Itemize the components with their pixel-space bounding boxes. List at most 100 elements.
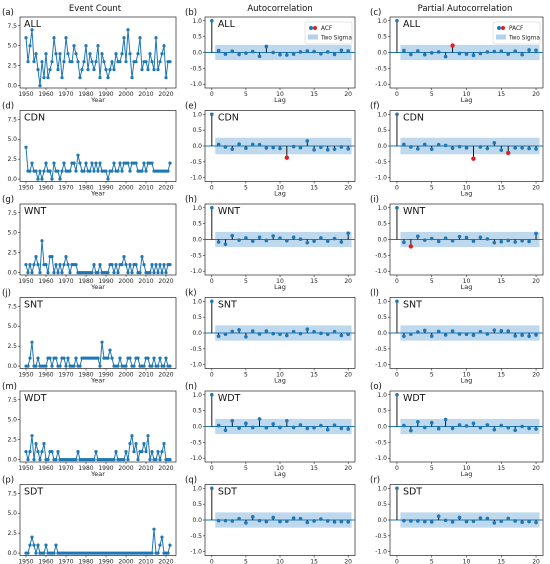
- x-tick-label: 0: [210, 559, 214, 564]
- count-series-line: [26, 342, 170, 367]
- x-tick-label: 20: [532, 559, 540, 564]
- count-point: [82, 60, 86, 64]
- acf-point: [319, 236, 323, 240]
- y-tick-label: -0.5: [190, 346, 202, 353]
- count-point: [50, 177, 54, 181]
- x-tick-label: 20: [532, 185, 540, 192]
- event-label: ALL: [403, 19, 421, 30]
- x-tick-label: 20: [532, 372, 540, 379]
- x-tick-label: 1990: [98, 372, 113, 379]
- acf-point: [264, 146, 269, 150]
- y-tick-label: 7.5: [7, 490, 17, 497]
- pacf-point: [464, 424, 469, 428]
- pacf-point: [429, 236, 434, 241]
- pacf-point: [457, 515, 462, 520]
- acf-point: [319, 331, 323, 336]
- x-tick-label: 2000: [118, 278, 133, 285]
- count-point: [92, 458, 96, 462]
- count-point: [50, 60, 54, 64]
- count-point: [150, 364, 154, 368]
- count-point: [34, 364, 38, 368]
- acf-point: [250, 142, 255, 147]
- count-point: [38, 84, 42, 88]
- count-point: [114, 52, 118, 56]
- acf-point: [223, 145, 228, 149]
- pacf-point: [506, 150, 511, 156]
- acf-point: [257, 518, 262, 523]
- count-point: [58, 177, 62, 181]
- acf-point: [237, 142, 241, 146]
- count-point: [116, 169, 120, 173]
- count-point: [34, 52, 38, 56]
- y-tick-label: 0.0: [192, 424, 202, 431]
- pacf-point: [478, 145, 483, 149]
- acf-point: [210, 206, 214, 210]
- count-point: [124, 60, 128, 64]
- pacf-point: [450, 426, 455, 431]
- pacf-panel: (l) -1.0 -0.5 0.0 0.5 1.0 0 5 10 15 20 Lag SNT: [370, 289, 544, 385]
- count-point: [64, 255, 68, 259]
- pacf-point: [429, 147, 434, 151]
- x-tick-label: 0: [395, 559, 399, 564]
- count-point: [156, 450, 160, 454]
- count-point: [52, 551, 56, 555]
- count-point: [148, 458, 152, 462]
- count-point: [110, 356, 114, 360]
- count-point: [90, 60, 94, 64]
- x-tick-label: 15: [310, 185, 318, 192]
- x-axis-label: Lag: [274, 96, 286, 104]
- count-point: [122, 458, 126, 462]
- count-point: [36, 263, 40, 267]
- pacf-point: [527, 426, 531, 431]
- count-point: [168, 543, 172, 547]
- y-tick-label: 0.5: [192, 221, 202, 228]
- pacf-point: [492, 141, 497, 145]
- pacf-point: [485, 423, 490, 427]
- count-point: [132, 450, 136, 454]
- panel-label: (h): [185, 195, 197, 205]
- count-point: [136, 356, 140, 360]
- count-point: [162, 44, 166, 48]
- x-tick-label: 15: [497, 278, 505, 285]
- x-tick-label: 15: [310, 91, 318, 98]
- count-point: [44, 543, 48, 547]
- acf-point: [285, 418, 289, 423]
- count-point: [50, 450, 54, 454]
- column-title-partial-autocorrelation: Partial Autocorrelation: [418, 4, 513, 14]
- pacf-point: [402, 48, 406, 53]
- count-point: [104, 169, 108, 173]
- acf-point: [210, 299, 214, 304]
- pacf-point: [492, 427, 497, 432]
- count-point: [46, 271, 50, 275]
- count-series-line: [26, 529, 171, 554]
- panel-label: (k): [185, 289, 197, 299]
- acf-point: [332, 423, 337, 428]
- count-point: [52, 271, 56, 275]
- y-tick-label: 0.0: [192, 237, 202, 244]
- x-tick-label: 20: [344, 465, 352, 472]
- count-point: [106, 271, 110, 275]
- acf-panel: (b) -1.0 -0.5 0.0 0.5 1.0 0 5 10 15 20 Lag ALL ACF Two…: [185, 8, 356, 104]
- count-point: [52, 36, 56, 40]
- y-tick-label: -0.5: [190, 159, 202, 166]
- count-point: [72, 364, 76, 368]
- x-tick-label: 1970: [58, 278, 73, 285]
- count-point: [92, 263, 96, 267]
- x-tick-label: 15: [497, 91, 505, 98]
- count-point: [150, 263, 154, 267]
- y-tick-label: 0.0: [377, 330, 387, 337]
- x-axis-label: Lag: [461, 377, 473, 385]
- acf-point: [346, 332, 350, 337]
- count-point: [146, 68, 150, 72]
- x-axis-label: Year: [90, 470, 105, 478]
- x-tick-label: 10: [463, 278, 471, 285]
- y-tick-label: 1.0: [377, 485, 387, 492]
- acf-point: [230, 329, 235, 334]
- pacf-panel: (c) -1.0 -0.5 0.0 0.5 1.0 0 5 10 15 20 Lag ALL PACF Tw…: [370, 8, 544, 104]
- y-tick-label: 7.5: [7, 303, 17, 310]
- x-tick-label: 10: [276, 91, 284, 98]
- count-point: [142, 442, 146, 446]
- count-point: [118, 356, 122, 360]
- acf-point: [339, 426, 344, 431]
- pacf-point: [443, 518, 448, 523]
